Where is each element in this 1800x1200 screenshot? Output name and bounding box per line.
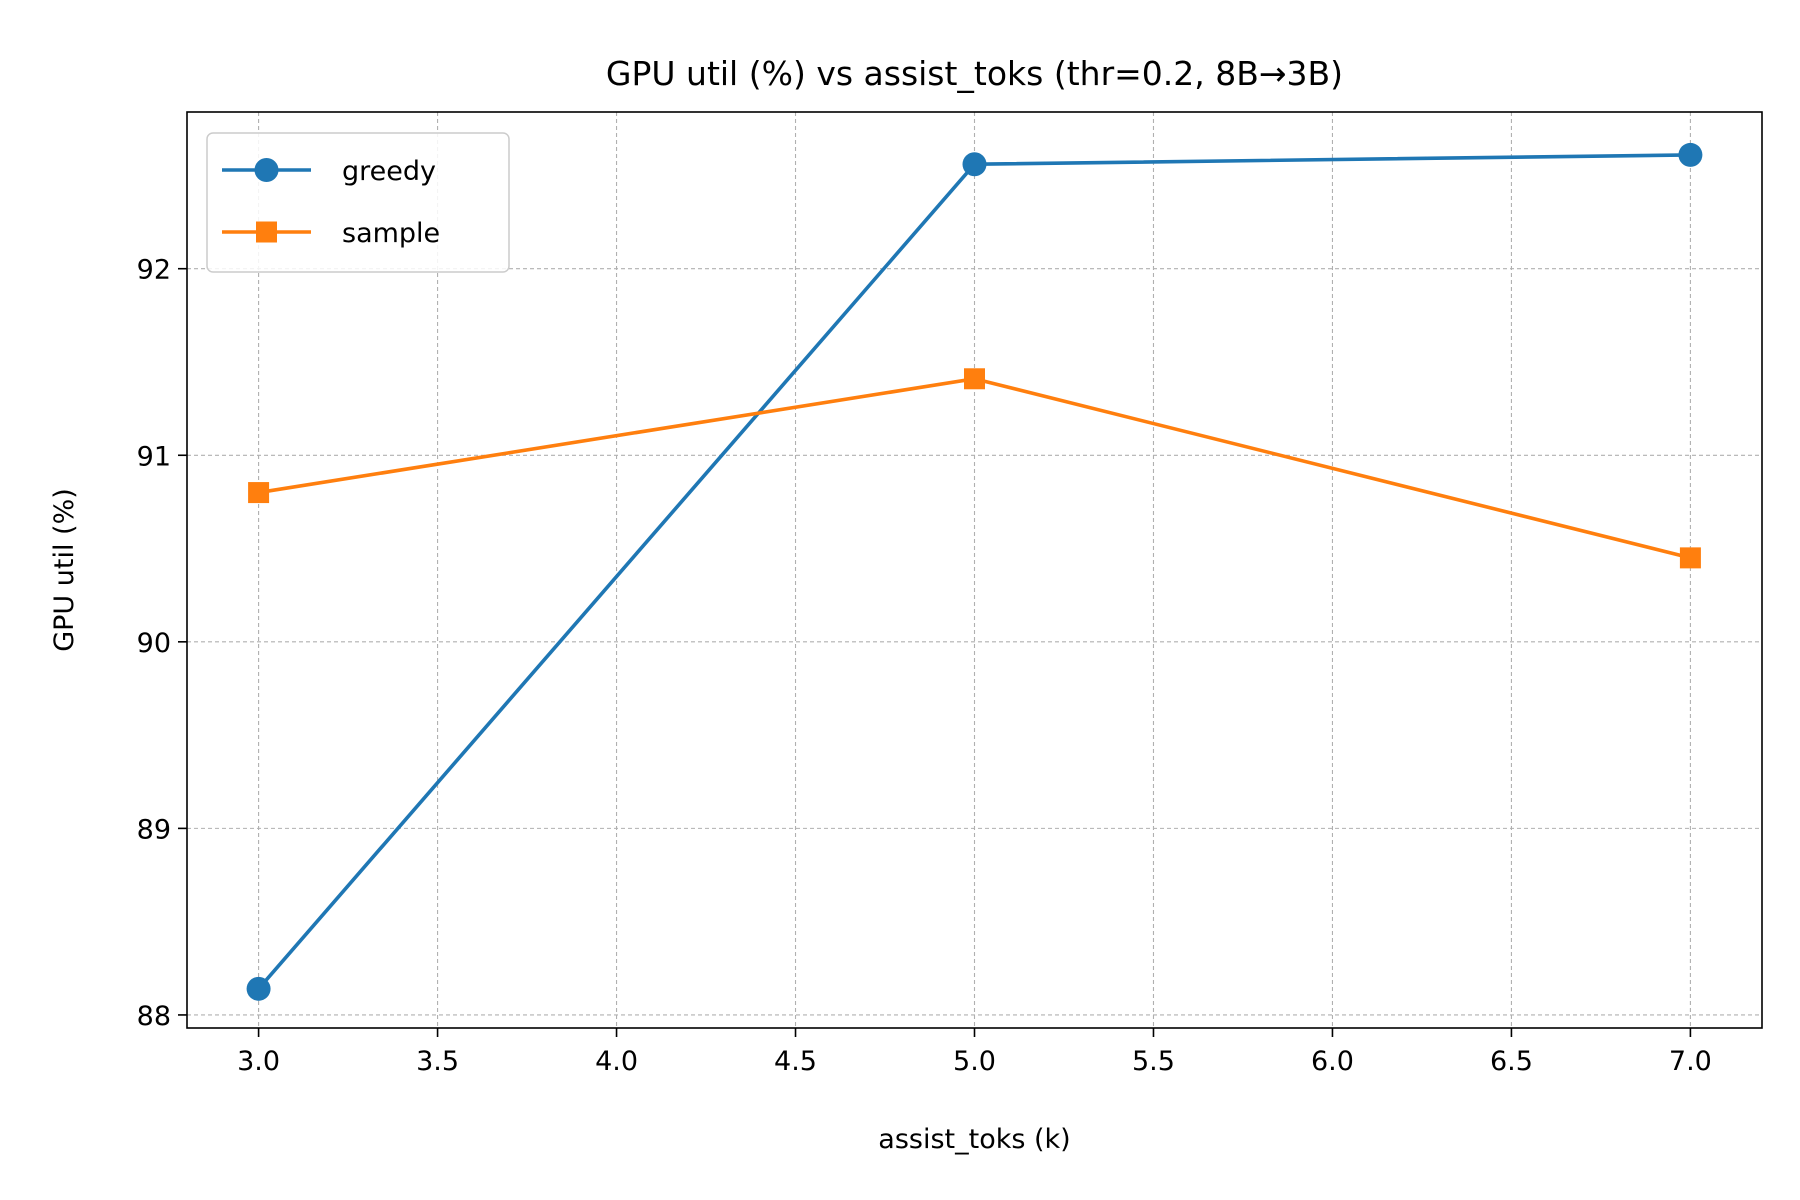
y-tick-label: 90: [137, 628, 171, 659]
x-tick-label: 6.0: [1311, 1046, 1354, 1077]
y-tick-label: 91: [137, 441, 171, 472]
data-point-sample: [248, 482, 270, 504]
y-tick-label: 88: [137, 1001, 171, 1032]
data-point-sample: [1679, 547, 1701, 569]
y-tick-label: 92: [137, 255, 171, 286]
x-tick-label: 4.5: [774, 1046, 817, 1077]
legend-label-sample: sample: [342, 218, 440, 249]
series-sample: [248, 368, 1701, 569]
data-point-greedy: [962, 152, 987, 177]
x-tick-label: 3.5: [416, 1046, 459, 1077]
series-greedy: [246, 142, 1703, 1001]
x-tick-label: 3.0: [237, 1046, 280, 1077]
data-point-sample: [964, 368, 985, 390]
x-axis-label: assist_toks (k): [878, 1124, 1070, 1155]
y-axis-label: GPU util (%): [49, 488, 80, 652]
legend-marker-sample: [256, 221, 277, 243]
x-tick-label: 7.0: [1669, 1046, 1712, 1077]
legend: greedy sample: [206, 132, 510, 273]
legend-box: [206, 132, 510, 273]
grid-lines: [187, 112, 1762, 1028]
x-tick-label: 5.5: [1132, 1046, 1175, 1077]
data-series: [246, 142, 1703, 1001]
legend-label-greedy: greedy: [342, 156, 436, 187]
axis-ticks: 3.0 3.5 4.0 4.5 5.0 5.5 6.0 6.5 7.0 88 89 90 91 92: [137, 255, 1712, 1077]
data-point-greedy: [246, 976, 271, 1001]
x-tick-label: 4.0: [595, 1046, 638, 1077]
plot-area-frame: [186, 111, 1763, 1029]
chart-title: GPU util (%) vs assist_toks (thr=0.2, 8B…: [606, 54, 1343, 93]
legend-marker-greedy: [254, 158, 279, 182]
y-tick-label: 89: [137, 814, 171, 845]
x-tick-label: 6.5: [1490, 1046, 1533, 1077]
x-tick-label: 5.0: [953, 1046, 996, 1077]
data-point-greedy: [1678, 142, 1703, 167]
